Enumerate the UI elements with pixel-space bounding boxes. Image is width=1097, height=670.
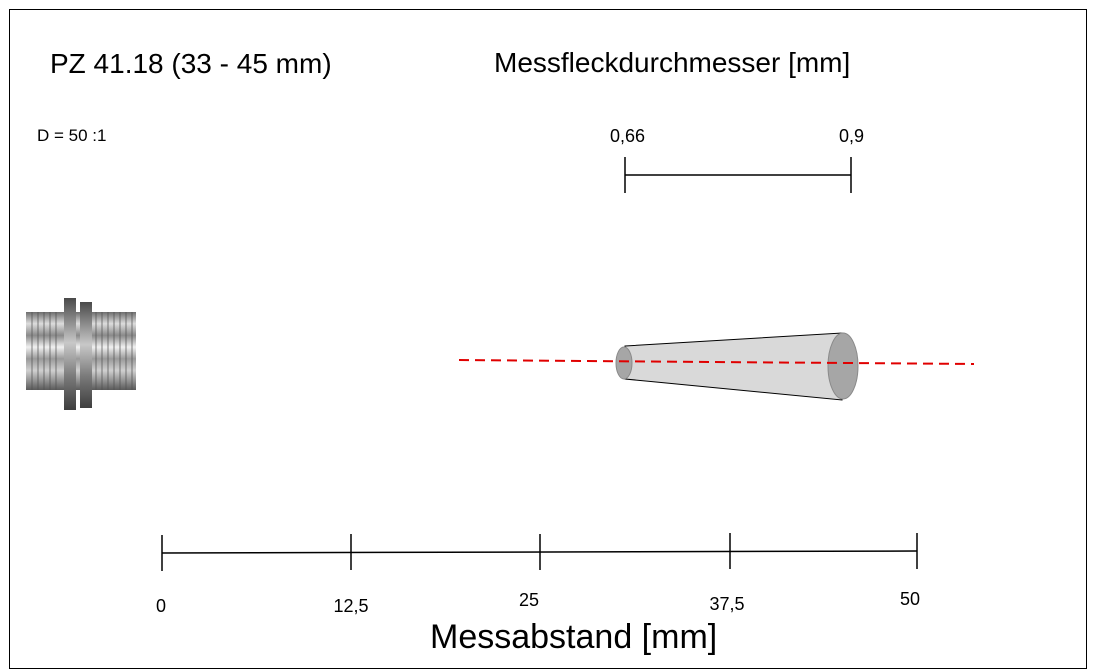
- diagram-frame: PZ 41.18 (33 - 45 mm) Messfleckdurchmess…: [9, 9, 1087, 669]
- distance-tick-label: 37,5: [709, 594, 745, 614]
- spot-diameter-near: 0,66: [610, 126, 646, 146]
- distance-axis: [161, 533, 918, 571]
- laser-beam-line: [458, 359, 975, 365]
- spot-size-scale: [624, 157, 852, 193]
- distance-tick-label: 12,5: [333, 596, 369, 616]
- distance-axis-title: Messabstand [mm]: [430, 618, 718, 656]
- distance-ratio: D = 50 :1: [37, 126, 107, 145]
- spot-diameter-far: 0,9: [839, 126, 865, 146]
- distance-tick-label: 50: [899, 589, 921, 609]
- measurement-cone: [615, 332, 859, 401]
- distance-tick-label: 0: [155, 596, 167, 616]
- sensor-icon: [26, 298, 136, 410]
- model-title: PZ 41.18 (33 - 45 mm): [50, 48, 332, 79]
- distance-tick-label: 25: [518, 590, 540, 610]
- diagram-graphics: [26, 157, 975, 571]
- spot-diameter-title: Messfleckdurchmesser [mm]: [494, 47, 851, 78]
